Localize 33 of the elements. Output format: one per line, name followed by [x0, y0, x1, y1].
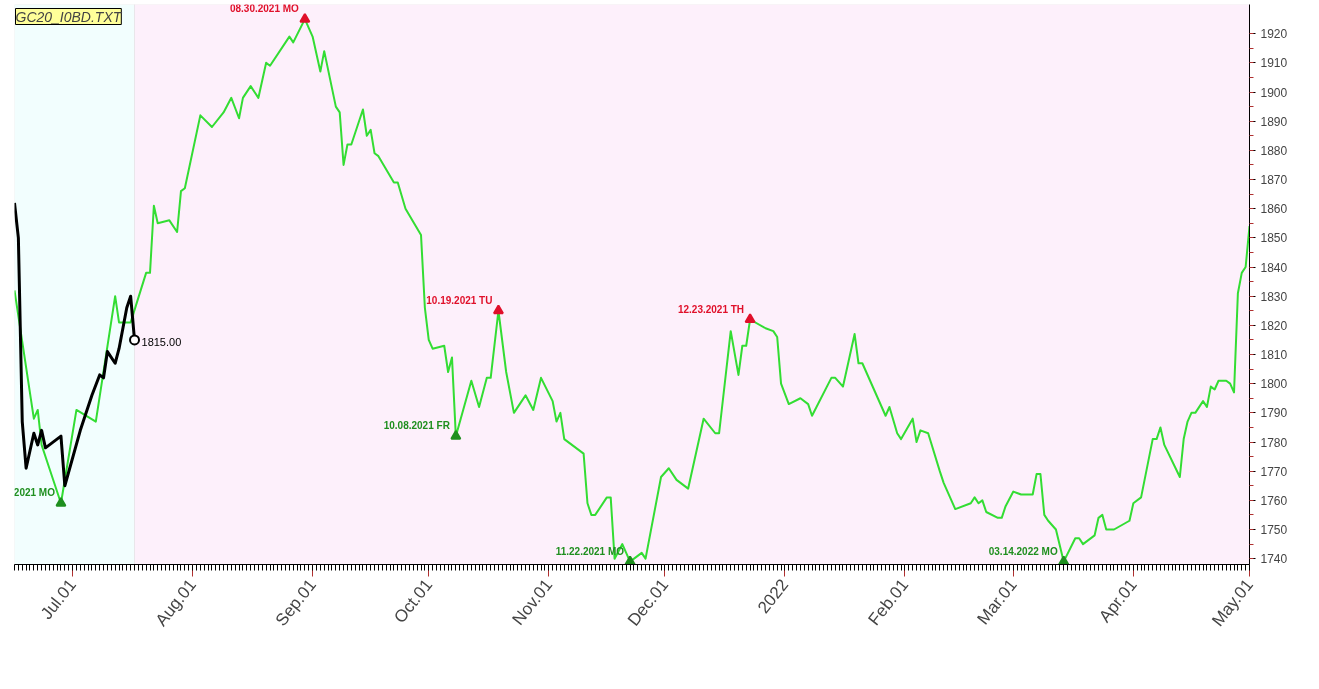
- y-tick-label: 1820: [1260, 318, 1288, 333]
- y-tick-label: 1920: [1260, 27, 1288, 42]
- y-tick-label: 1800: [1260, 377, 1288, 392]
- y-tick-label: 1850: [1260, 231, 1288, 246]
- y-tick-label: 1910: [1260, 56, 1288, 71]
- annotation: 1815.00: [141, 335, 182, 348]
- point: [1058, 555, 1070, 565]
- y-tick-label: 1780: [1260, 435, 1288, 450]
- y-tick-label: 1900: [1260, 85, 1288, 100]
- y-tick-label: 1870: [1260, 173, 1288, 187]
- point: [129, 334, 141, 346]
- point: [492, 304, 504, 315]
- point: [450, 429, 462, 440]
- annotation: 08.30.2021 MO: [229, 3, 300, 15]
- y-tick-label: 1790: [1260, 406, 1288, 421]
- point: [744, 313, 756, 324]
- y-tick-label: 1830: [1260, 289, 1288, 304]
- y-tick-label: 1890: [1260, 114, 1288, 129]
- annotation: 2021 MO: [13, 487, 56, 499]
- y-tick-label: 1760: [1260, 493, 1288, 508]
- point: [299, 12, 311, 23]
- point: [55, 497, 67, 507]
- y-tick-label: 1740: [1260, 552, 1288, 567]
- annotation: 10.19.2021 TU: [426, 294, 493, 306]
- y-tick-label: 1750: [1260, 523, 1288, 537]
- y-tick-label: 1810: [1260, 348, 1288, 362]
- y-tick-label: 1880: [1260, 143, 1288, 158]
- annotation: 10.08.2021 FR: [383, 420, 451, 432]
- annotation: 03.14.2022 MO: [988, 545, 1058, 557]
- annotation: 12.23.2021 TH: [677, 303, 745, 315]
- y-tick-label: 1860: [1260, 202, 1288, 217]
- y-tick-label: 1840: [1260, 260, 1288, 275]
- y-tick-label: 1770: [1260, 464, 1288, 479]
